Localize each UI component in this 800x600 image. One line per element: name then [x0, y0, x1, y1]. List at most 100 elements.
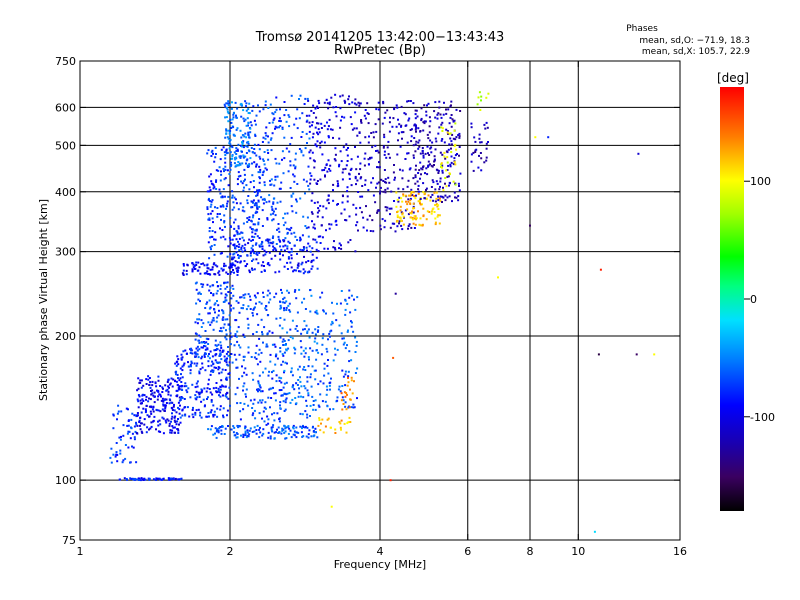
echo-point	[245, 145, 248, 148]
echo-point	[300, 149, 303, 152]
echo-point	[271, 413, 273, 416]
echo-point	[200, 283, 203, 286]
echo-point	[304, 225, 307, 227]
echo-point	[195, 264, 198, 266]
echo-point	[396, 198, 399, 201]
echo-point	[283, 157, 286, 160]
echo-point	[406, 100, 409, 103]
echo-point	[267, 239, 270, 242]
echo-point	[262, 432, 265, 435]
echo-point	[217, 169, 220, 172]
echo-point	[313, 340, 316, 343]
echo-point	[179, 404, 181, 407]
echo-point	[299, 376, 301, 379]
echo-point	[346, 160, 349, 162]
echo-point	[401, 137, 403, 140]
echo-point	[201, 355, 204, 358]
echo-point	[180, 396, 183, 398]
echo-point	[297, 379, 300, 381]
echo-point	[214, 231, 217, 234]
echo-point	[306, 426, 309, 429]
echo-point	[420, 117, 423, 120]
echo-point	[232, 201, 235, 204]
echo-point	[342, 375, 345, 378]
echo-point	[245, 388, 248, 391]
echo-point	[338, 385, 341, 388]
echo-point	[255, 165, 258, 168]
echo-point	[225, 205, 228, 208]
echo-point	[327, 417, 330, 420]
y-tick-label: 500	[55, 139, 76, 152]
echo-point	[198, 266, 201, 269]
echo-point	[214, 302, 217, 305]
echo-point	[152, 394, 155, 397]
echo-point	[233, 426, 236, 429]
echo-point	[224, 116, 227, 119]
echo-point	[289, 328, 292, 331]
echo-point	[177, 401, 180, 404]
echo-point	[133, 436, 136, 439]
echo-point	[225, 128, 228, 131]
echo-point	[322, 205, 325, 208]
echo-point	[219, 405, 222, 408]
echo-point	[214, 146, 217, 149]
echo-point	[380, 178, 383, 181]
echo-point	[244, 434, 247, 436]
echo-point	[176, 360, 179, 363]
echo-point	[216, 281, 218, 284]
echo-point	[256, 207, 259, 210]
y-tick-label: 200	[55, 330, 76, 343]
echo-point	[255, 114, 258, 117]
echo-point	[305, 399, 308, 402]
echo-point	[211, 199, 214, 202]
echo-point	[162, 432, 165, 435]
echo-point	[341, 178, 344, 181]
echo-point	[191, 383, 194, 386]
echo-point	[426, 145, 429, 148]
echo-point	[309, 415, 311, 417]
echo-point	[224, 161, 227, 164]
echo-point	[319, 296, 322, 299]
echo-point	[375, 108, 378, 111]
echo-point	[472, 151, 475, 154]
echo-point	[285, 120, 288, 123]
echo-point	[453, 191, 456, 194]
echo-point	[311, 349, 314, 352]
echo-point	[197, 391, 200, 394]
echo-point	[287, 426, 290, 429]
echo-point	[238, 155, 241, 158]
echo-point	[417, 172, 420, 174]
echo-point	[275, 249, 278, 252]
echo-point	[294, 348, 297, 351]
echo-point	[281, 340, 284, 343]
echo-point	[310, 435, 313, 438]
echo-point	[271, 237, 274, 239]
echo-point	[476, 103, 479, 106]
echo-point	[248, 433, 251, 436]
echo-point	[169, 429, 172, 432]
echo-point	[382, 180, 385, 182]
echo-point	[366, 102, 369, 105]
echo-point	[310, 174, 313, 177]
echo-point	[350, 376, 353, 379]
echo-point	[458, 136, 461, 139]
echo-point	[110, 461, 113, 464]
echo-point	[440, 139, 443, 142]
echo-point	[224, 385, 227, 388]
echo-point	[434, 188, 437, 191]
echo-point	[445, 112, 448, 115]
echo-point	[395, 191, 398, 194]
echo-point	[252, 378, 255, 381]
echo-point	[223, 178, 226, 181]
echo-point	[250, 239, 253, 242]
echo-point	[210, 409, 213, 412]
echo-point	[259, 157, 262, 160]
echo-point	[266, 332, 269, 335]
echo-point	[434, 116, 437, 119]
echo-point	[372, 230, 375, 233]
echo-point	[257, 104, 259, 107]
echo-point	[355, 183, 357, 186]
echo-point	[196, 385, 199, 388]
echo-point	[231, 256, 234, 259]
echo-point	[272, 241, 275, 244]
